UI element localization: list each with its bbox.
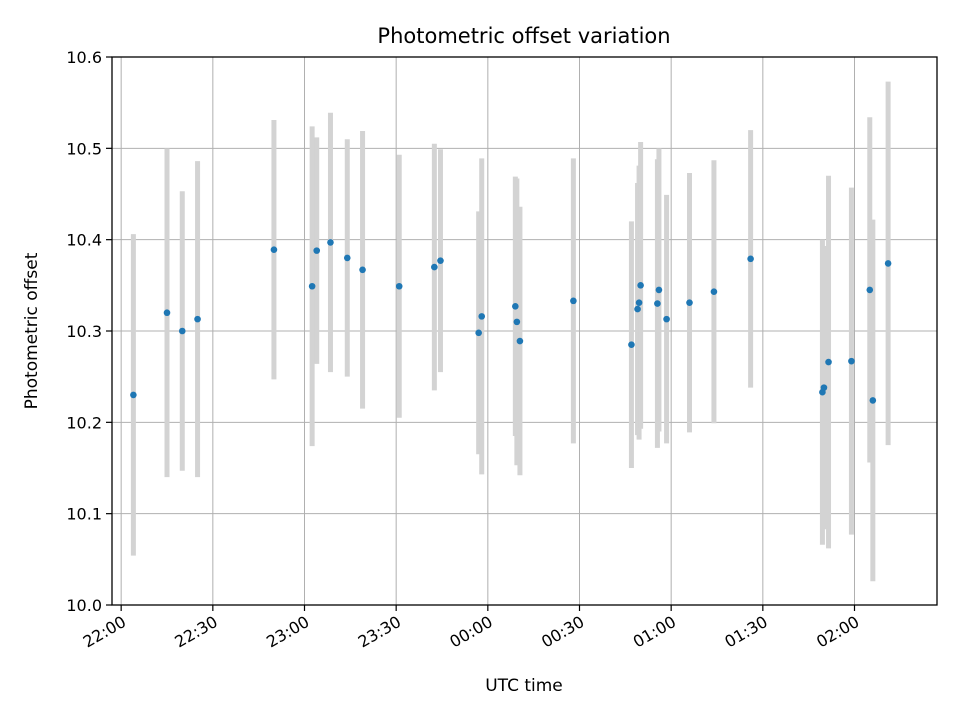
data-point — [848, 357, 855, 365]
data-point — [395, 282, 403, 290]
data-point — [869, 397, 877, 404]
data-point — [512, 303, 519, 310]
data-point — [628, 341, 635, 349]
data-point — [478, 313, 486, 320]
data-point — [475, 329, 482, 337]
data-point — [820, 384, 828, 391]
y-tick-label: 10.3 — [66, 322, 102, 341]
data-point — [270, 246, 278, 254]
data-point — [308, 282, 316, 290]
data-point — [437, 257, 444, 264]
data-point — [163, 309, 171, 317]
data-point — [663, 315, 670, 323]
chart-title: Photometric offset variation — [377, 24, 670, 48]
y-tick-label: 10.1 — [66, 505, 102, 524]
y-tick-label: 10.2 — [66, 413, 102, 432]
data-point — [654, 300, 661, 307]
y-tick-label: 10.4 — [66, 231, 102, 250]
grid-lines — [112, 56, 937, 606]
data-point — [178, 327, 186, 335]
data-point — [747, 255, 754, 263]
data-point — [686, 299, 693, 306]
data-point — [130, 391, 137, 399]
data-point — [513, 318, 521, 326]
y-tick-label: 10.5 — [66, 139, 102, 158]
data-point — [866, 286, 874, 294]
data-point — [327, 239, 334, 246]
data-points — [130, 239, 892, 404]
data-point — [825, 358, 832, 366]
data-point — [884, 260, 892, 267]
data-point — [516, 337, 524, 345]
data-point — [635, 299, 643, 306]
y-tick-label: 10.0 — [66, 596, 102, 615]
data-point — [655, 286, 663, 294]
y-axis-title: Photometric offset — [22, 252, 42, 409]
data-point — [634, 305, 641, 313]
y-tick-label: 10.6 — [66, 48, 102, 67]
data-point — [637, 282, 644, 289]
data-point — [313, 247, 321, 254]
data-point — [343, 254, 351, 262]
data-point — [359, 266, 366, 274]
data-point — [710, 288, 718, 296]
data-point — [431, 263, 438, 271]
x-axis-title: UTC time — [485, 676, 563, 696]
data-point — [194, 315, 201, 323]
data-point — [570, 297, 577, 305]
